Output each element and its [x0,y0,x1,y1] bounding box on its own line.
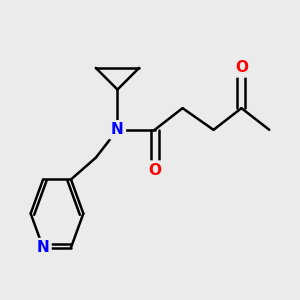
Text: N: N [111,122,124,137]
Text: O: O [148,163,161,178]
Text: N: N [37,240,50,255]
Text: O: O [235,60,248,75]
